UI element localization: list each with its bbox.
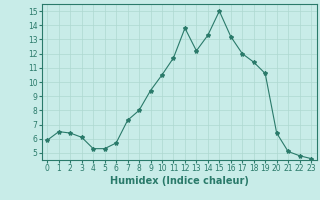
X-axis label: Humidex (Indice chaleur): Humidex (Indice chaleur) [110,176,249,186]
